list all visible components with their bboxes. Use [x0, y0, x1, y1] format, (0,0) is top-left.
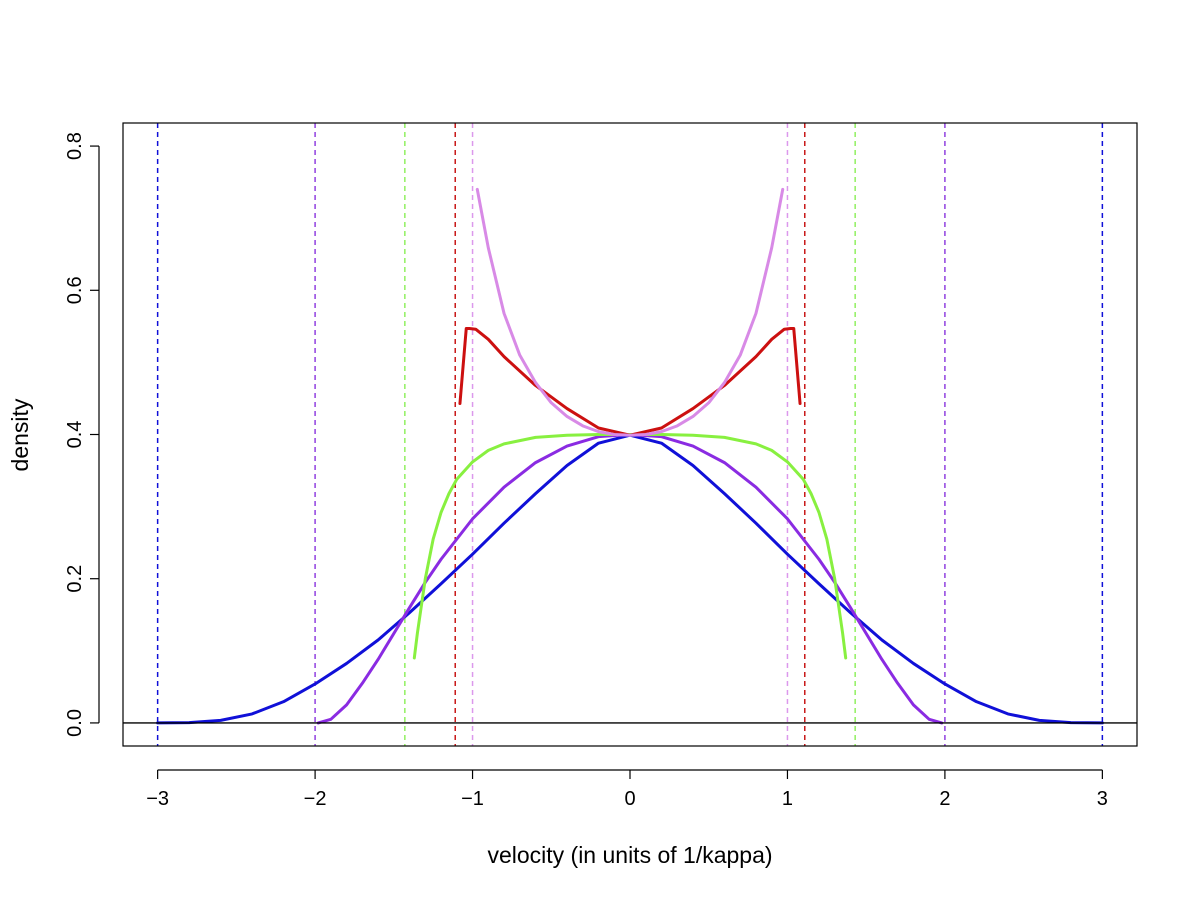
y-axis: 0.0 0.2 0.4 0.6 0.8 — [64, 132, 100, 737]
plot-frame — [122, 122, 1138, 747]
x-tick-label-2: −1 — [461, 788, 484, 810]
y-tick-label-2: 0.4 — [64, 421, 86, 449]
x-axis: −3 −2 −1 0 1 2 3 — [146, 769, 1108, 810]
y-tick-label-0: 0.0 — [64, 709, 86, 737]
x-tick-label-3: 0 — [624, 788, 635, 810]
series-line-1 — [316, 433, 944, 725]
x-tick-label-6: 3 — [1097, 788, 1108, 810]
series-line-4 — [475, 187, 785, 437]
y-axis-title: density — [7, 398, 33, 471]
reference-lines — [156, 123, 1104, 746]
x-tick-label-5: 2 — [939, 788, 950, 810]
series-group — [156, 187, 1104, 725]
x-axis-title: velocity (in units of 1/kappa) — [487, 842, 772, 868]
y-tick-label-1: 0.2 — [64, 565, 86, 593]
series-line-0 — [156, 433, 1104, 725]
x-tick-label-4: 1 — [782, 788, 793, 810]
x-tick-label-1: −2 — [304, 788, 327, 810]
x-tick-label-0: −3 — [146, 788, 169, 810]
series-line-3 — [458, 327, 802, 437]
y-tick-label-4: 0.8 — [64, 132, 86, 160]
y-tick-label-3: 0.6 — [64, 276, 86, 304]
